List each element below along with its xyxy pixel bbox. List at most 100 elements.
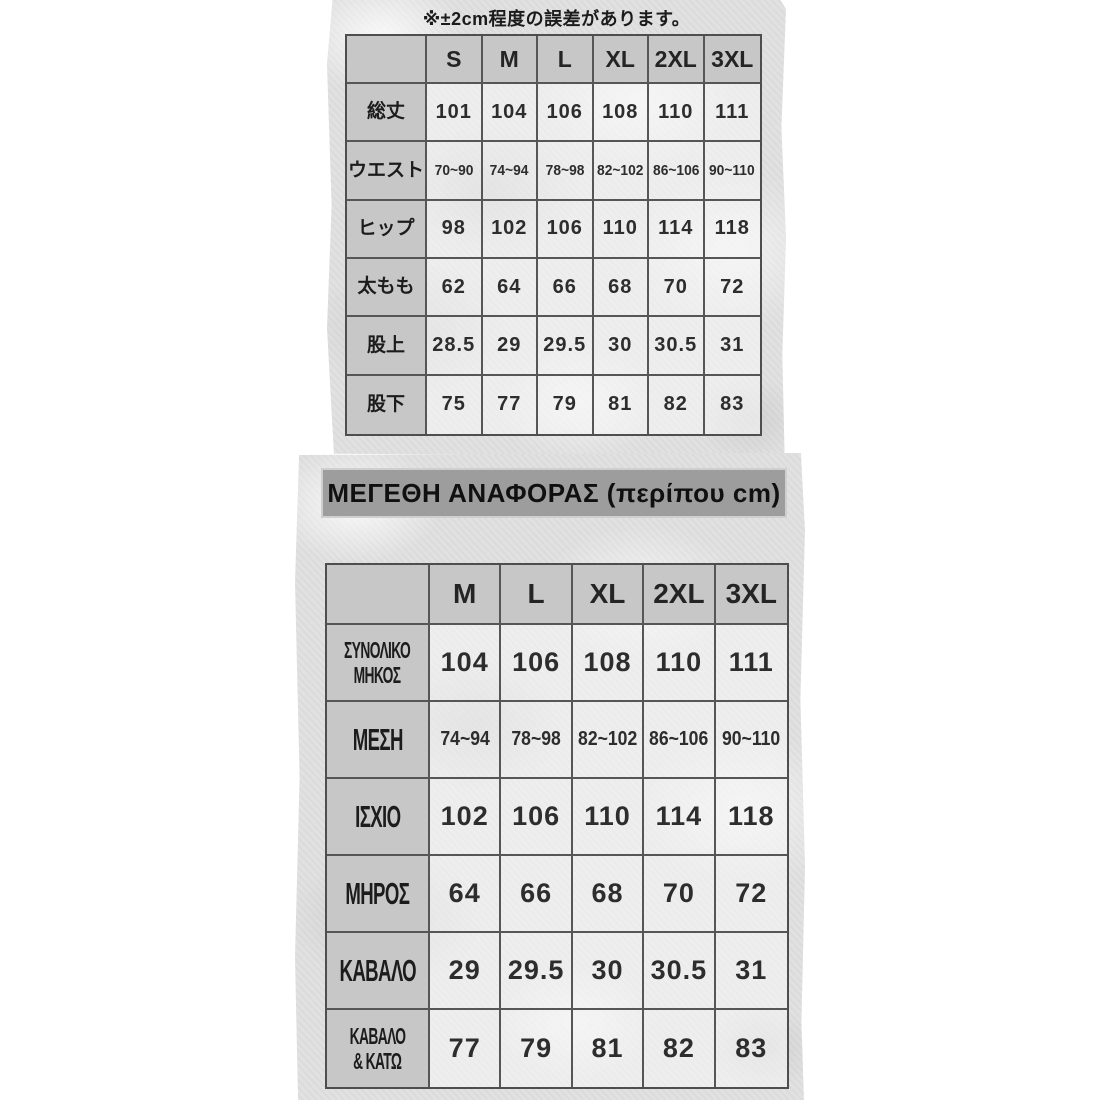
size-header-cell: 2XL: [649, 36, 705, 84]
row-label-text: ΣΥΝΟΛΙΚΟ: [344, 637, 411, 664]
row-label-text: 股下: [366, 393, 405, 415]
size-header-label: 3XL: [725, 578, 777, 609]
measurement-value: 70~90: [434, 161, 474, 179]
measurement-value: 86~106: [652, 161, 699, 179]
measurement-value-cell: 79: [538, 375, 594, 434]
measurement-value-cell: 106: [538, 200, 594, 259]
measurement-value-cell: 114: [644, 779, 716, 856]
measurement-value-cell: 31: [715, 933, 787, 1010]
measurement-value-cell: 102: [430, 779, 502, 856]
measurement-value-cell: 104: [430, 625, 502, 702]
corner-cell: [327, 565, 430, 625]
size-header-label: L: [557, 45, 572, 72]
measurement-value-cell: 75: [427, 375, 483, 434]
measurement-value-cell: 108: [593, 84, 649, 143]
measurement-value-cell: 90~110: [704, 142, 760, 201]
measurement-value-cell: 70: [649, 258, 705, 318]
measurement-value-cell: 110: [649, 84, 705, 143]
measurement-value-cell: 118: [715, 779, 787, 856]
measurement-value-cell: 86~106: [644, 702, 716, 779]
measurement-value-cell: 82~102: [593, 142, 649, 201]
measurement-value-cell: 78~98: [538, 142, 594, 201]
measurement-value: 111: [715, 100, 750, 123]
measurement-value-cell: 78~98: [501, 702, 573, 779]
measurement-value-cell: 82: [649, 375, 705, 434]
row-label-cell: ΙΣΧΙΟ: [327, 779, 430, 856]
measurement-value-cell: 28.5: [427, 317, 483, 376]
greek-section-title: ΜΕΓΕΘΗ ΑΝΑΦΟΡΑΣ (περίπου cm): [327, 477, 781, 508]
row-label-cell: 総丈: [347, 84, 427, 143]
measurement-value: 68: [591, 878, 624, 908]
measurement-value: 118: [728, 801, 775, 831]
measurement-value: 110: [658, 100, 694, 123]
measurement-value: 31: [735, 955, 768, 985]
measurement-value: 106: [546, 217, 583, 240]
measurement-value-cell: 90~110: [715, 702, 787, 779]
measurement-value: 108: [602, 100, 639, 123]
measurement-value-cell: 106: [501, 625, 573, 702]
size-header-label: S: [446, 45, 462, 72]
measurement-value-cell: 64: [482, 258, 538, 318]
tolerance-note: ※±2cm程度の誤差があります。: [422, 9, 691, 29]
measurement-value-cell: 66: [501, 856, 573, 933]
measurement-value-cell: 30.5: [644, 933, 716, 1010]
measurement-value: 75: [441, 393, 466, 416]
measurement-value: 77: [497, 393, 522, 416]
measurement-value: 29.5: [507, 955, 565, 985]
measurement-value-cell: 79: [501, 1010, 573, 1087]
measurement-value: 79: [552, 393, 577, 416]
measurement-value: 29: [497, 333, 522, 356]
measurement-value: 86~106: [649, 728, 709, 750]
measurement-value: 78~98: [511, 728, 561, 750]
measurement-value-cell: 102: [482, 200, 538, 259]
measurement-value: 104: [440, 647, 489, 677]
size-header-cell: 3XL: [704, 36, 760, 84]
measurement-value: 110: [584, 801, 631, 831]
measurement-value: 90~110: [722, 728, 781, 750]
size-header-cell: M: [482, 36, 538, 84]
measurement-value-cell: 30.5: [649, 317, 705, 376]
measurement-value-cell: 101: [427, 84, 483, 143]
measurement-value: 77: [448, 1033, 481, 1063]
measurement-value: 106: [512, 801, 561, 831]
row-label-text: & ΚΑΤΩ: [353, 1047, 402, 1074]
size-header-label: M: [499, 45, 519, 72]
row-label-text: ΜΕΣΗ: [352, 722, 403, 757]
size-header-label: 3XL: [711, 45, 754, 72]
measurement-value: 30: [591, 955, 624, 985]
measurement-value-cell: 82: [644, 1010, 716, 1087]
measurement-value: 83: [720, 393, 745, 416]
measurement-value-cell: 62: [427, 258, 483, 318]
measurement-value: 106: [546, 100, 583, 123]
measurement-value: 81: [608, 393, 633, 416]
measurement-value: 64: [497, 275, 522, 298]
measurement-value-cell: 104: [482, 84, 538, 143]
measurement-value-cell: 110: [572, 779, 645, 856]
measurement-value-cell: 66: [538, 258, 594, 318]
measurement-value: 82: [663, 393, 688, 416]
measurement-value: 30.5: [654, 333, 698, 356]
row-label-text: ヒップ: [357, 217, 415, 239]
row-label-text: ΚΑΒΑΛΟ: [339, 953, 416, 988]
measurement-value-cell: 118: [704, 200, 760, 259]
measurement-value-cell: 83: [704, 375, 760, 434]
measurement-value-cell: 74~94: [430, 702, 502, 779]
measurement-value-cell: 70: [644, 856, 716, 933]
measurement-value: 118: [714, 217, 750, 240]
size-header-label: XL: [605, 45, 635, 72]
measurement-value-cell: 74~94: [482, 142, 538, 201]
greek-section-title-bar: ΜΕΓΕΘΗ ΑΝΑΦΟΡΑΣ (περίπου cm): [323, 470, 785, 516]
measurement-value-cell: 68: [593, 258, 649, 318]
row-label-cell: 股上: [347, 317, 427, 376]
measurement-value: 30.5: [650, 955, 708, 985]
size-header-label: XL: [589, 578, 626, 609]
measurement-value: 82~102: [577, 728, 638, 750]
measurement-value: 79: [520, 1033, 553, 1063]
row-label-cell: ΜΗΡΟΣ: [327, 856, 430, 933]
measurement-value: 102: [491, 217, 528, 240]
row-label-cell: ΚΑΒΑΛΟ: [327, 933, 430, 1010]
measurement-value: 29.5: [543, 333, 587, 356]
row-label-text: 太もも: [357, 276, 415, 298]
size-header-label: 2XL: [653, 578, 705, 609]
